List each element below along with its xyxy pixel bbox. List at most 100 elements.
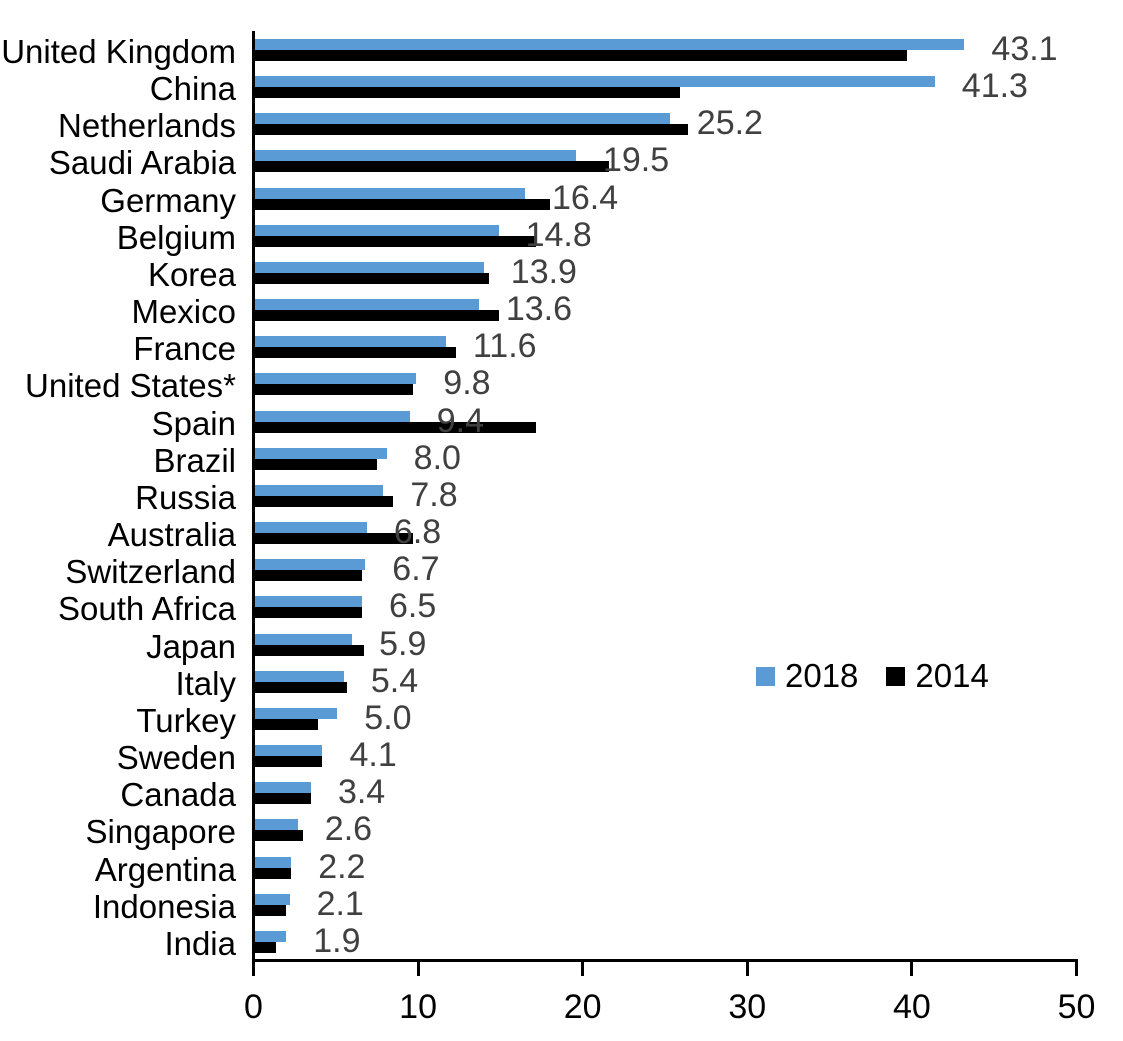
bar-2018 <box>255 336 446 348</box>
bar-2018 <box>255 856 292 868</box>
bar-2014 <box>255 904 287 916</box>
x-tick-label: 40 <box>892 988 931 1026</box>
bar-2018 <box>255 930 287 942</box>
x-axis-line <box>252 959 1078 962</box>
bar-2014 <box>255 681 348 693</box>
bar-2018 <box>255 782 311 794</box>
bar-2014 <box>255 124 688 136</box>
bar-2018 <box>255 150 576 162</box>
bar-2014 <box>255 347 456 359</box>
legend-swatch-2014-icon <box>886 666 906 686</box>
bar-2018 <box>255 224 499 236</box>
legend-item-2014: 2014 <box>886 657 989 695</box>
x-tick-mark <box>416 959 420 976</box>
bar-2018 <box>255 670 344 682</box>
data-label: 19.5 <box>602 141 670 180</box>
x-tick-mark <box>252 959 255 976</box>
category-label: Saudi Arabia <box>48 144 236 182</box>
bar-2014 <box>255 793 311 805</box>
category-label: China <box>149 70 236 108</box>
data-label: 2.1 <box>316 884 364 923</box>
bar-2014 <box>255 421 537 433</box>
legend: 2018 2014 <box>756 657 989 695</box>
category-label: Russia <box>135 478 236 516</box>
bar-2014 <box>255 198 550 210</box>
data-label: 5.0 <box>364 698 412 737</box>
category-label: South Africa <box>58 590 236 628</box>
bar-2014 <box>255 830 303 842</box>
legend-label-2018: 2018 <box>785 657 859 694</box>
data-label: 25.2 <box>696 104 763 143</box>
data-label: 1.9 <box>313 921 361 960</box>
legend-label-2014: 2014 <box>915 657 989 694</box>
category-label: Mexico <box>131 293 236 331</box>
bar-2018 <box>255 76 935 88</box>
category-label: Sweden <box>116 739 236 777</box>
bar-2014 <box>255 607 362 619</box>
x-tick-label: 50 <box>1057 988 1096 1026</box>
data-label: 2.2 <box>318 847 366 886</box>
data-label: 16.4 <box>551 178 619 217</box>
data-label: 7.8 <box>410 475 458 514</box>
bar-2018 <box>255 187 525 199</box>
data-label: 3.4 <box>337 773 386 812</box>
category-label: Australia <box>107 516 236 554</box>
bar-2018 <box>255 113 670 125</box>
bar-2018 <box>255 484 384 496</box>
bar-2014 <box>255 50 907 61</box>
data-label: 13.9 <box>510 252 577 291</box>
bar-2014 <box>255 756 323 768</box>
category-label: United States* <box>25 367 236 405</box>
bar-2018 <box>255 893 290 905</box>
category-label: Spain <box>151 404 236 442</box>
category-label: Argentina <box>94 850 236 888</box>
bar-2014 <box>255 867 292 879</box>
bar-2018 <box>255 373 417 385</box>
category-label: Indonesia <box>92 887 236 925</box>
bar-2018 <box>255 410 410 422</box>
bar-2014 <box>255 458 377 470</box>
data-label: 11.6 <box>472 327 537 366</box>
category-label: Canada <box>120 776 236 814</box>
category-label: Korea <box>147 255 236 293</box>
bar-2018 <box>255 596 362 608</box>
x-tick-label: 30 <box>728 988 767 1026</box>
bar-2014 <box>255 235 537 247</box>
bar-2014 <box>255 644 364 656</box>
x-tick-label: 0 <box>244 988 263 1026</box>
bar-2014 <box>255 161 609 173</box>
bar-2018 <box>255 819 298 831</box>
category-label: Switzerland <box>65 553 236 591</box>
data-label: 41.3 <box>961 67 1028 106</box>
category-label: India <box>164 924 236 962</box>
bar-2018 <box>255 707 338 719</box>
category-label: Germany <box>100 181 236 219</box>
bar-2018 <box>255 447 387 459</box>
bar-2018 <box>255 745 323 757</box>
data-label: 13.6 <box>505 290 573 329</box>
x-tick-mark <box>745 959 749 976</box>
category-label: Belgium <box>116 218 236 256</box>
legend-item-2018: 2018 <box>756 657 858 695</box>
data-label: 6.5 <box>388 587 437 626</box>
data-label: 9.4 <box>436 401 484 440</box>
bar-2014 <box>255 941 277 953</box>
category-label: Singapore <box>85 813 236 851</box>
bar-2014 <box>255 495 394 507</box>
y-axis-line <box>252 31 255 962</box>
bar-2014 <box>255 718 318 730</box>
data-label: 43.1 <box>991 30 1058 68</box>
data-label: 8.0 <box>413 438 461 477</box>
bar-2014 <box>255 87 680 99</box>
legend-swatch-2018-icon <box>756 666 775 686</box>
bar-2018 <box>255 522 367 534</box>
data-label: 6.8 <box>393 513 442 552</box>
x-tick-label: 10 <box>399 988 438 1026</box>
bar-2014 <box>255 384 414 396</box>
bar-2018 <box>255 299 479 311</box>
data-label: 4.1 <box>349 736 397 775</box>
data-label: 5.4 <box>370 661 419 700</box>
bar-2014 <box>255 272 489 284</box>
category-label: Japan <box>146 627 236 665</box>
